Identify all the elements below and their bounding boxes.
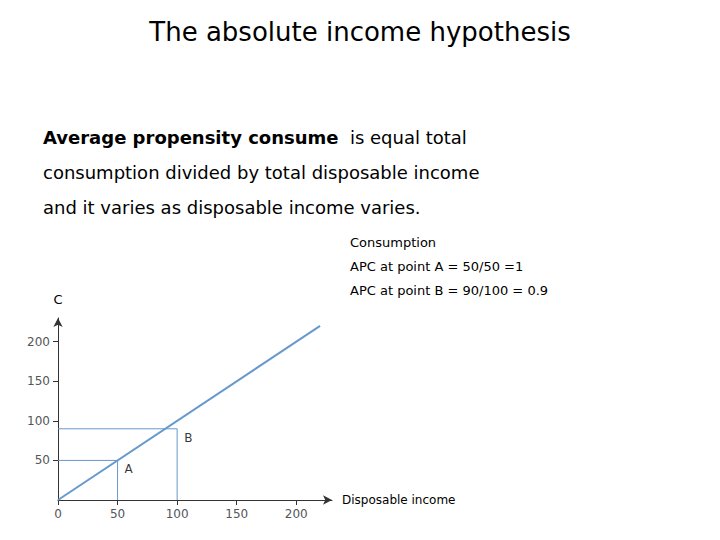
svg-text:0: 0 <box>54 507 62 521</box>
svg-text:APC at point A = 50/50 =1: APC at point A = 50/50 =1 <box>350 259 523 274</box>
svg-text:Disposable income: Disposable income <box>342 493 456 507</box>
svg-text:APC at point B = 90/100 = 0.9: APC at point B = 90/100 = 0.9 <box>350 283 548 298</box>
svg-text:is equal total: is equal total <box>338 127 466 148</box>
svg-text:Consumption: Consumption <box>350 235 436 250</box>
svg-text:100: 100 <box>166 507 189 521</box>
svg-text:50: 50 <box>110 507 125 521</box>
svg-text:and it varies as disposable in: and it varies as disposable income varie… <box>43 197 421 218</box>
svg-text:Average propensity consume: Average propensity consume <box>43 127 338 148</box>
svg-text:consumption divided by total d: consumption divided by total disposable … <box>43 162 479 183</box>
svg-text:C: C <box>53 292 62 307</box>
svg-text:50: 50 <box>35 453 50 467</box>
svg-text:200: 200 <box>27 335 50 349</box>
svg-text:A: A <box>125 462 134 476</box>
svg-text:150: 150 <box>225 507 248 521</box>
svg-text:200: 200 <box>285 507 308 521</box>
svg-text:B: B <box>184 431 192 445</box>
svg-text:The absolute income hypothesis: The absolute income hypothesis <box>148 17 570 47</box>
svg-text:100: 100 <box>27 414 50 428</box>
svg-text:150: 150 <box>27 374 50 388</box>
